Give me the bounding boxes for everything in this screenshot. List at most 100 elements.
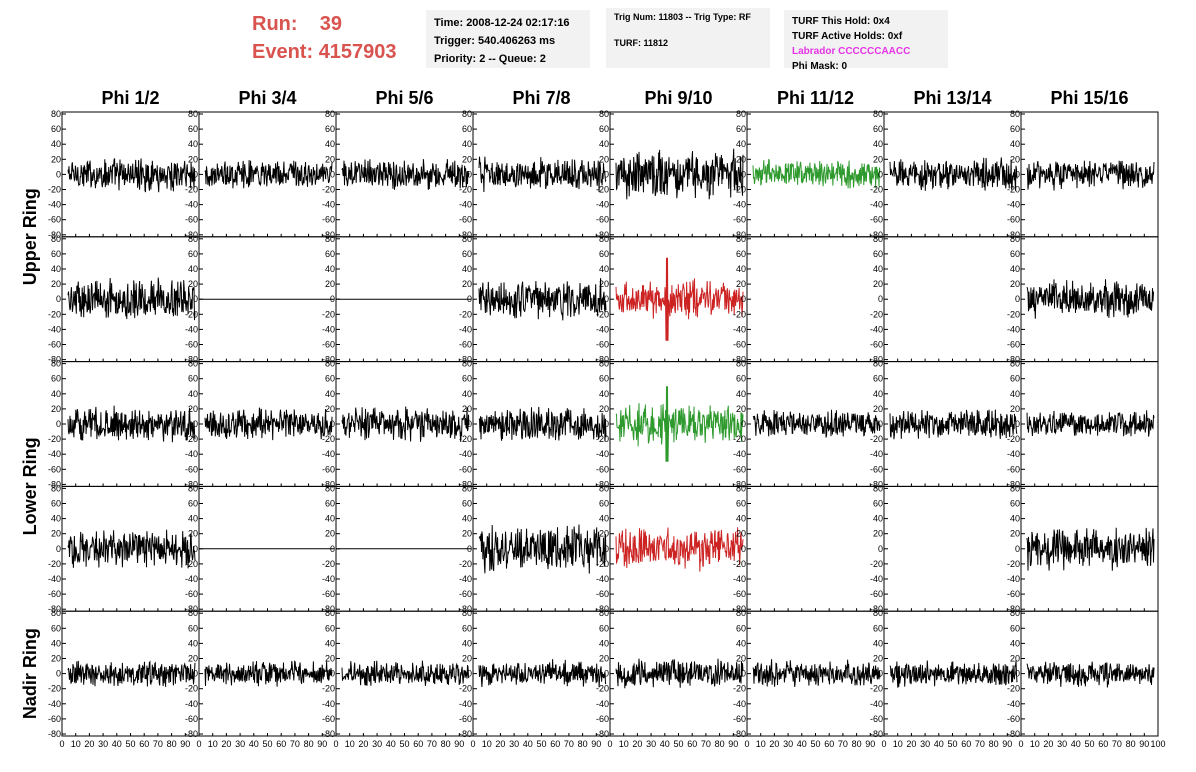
waveform-trace <box>1026 279 1155 319</box>
event-row: Event: 4157903 <box>252 38 397 66</box>
waveform-trace <box>204 660 333 687</box>
x-tick-label: 0 <box>333 739 338 749</box>
y-tick-label: -20 <box>48 559 61 569</box>
y-tick-label: -20 <box>1007 434 1020 444</box>
run-row: Run: 39 <box>252 10 397 38</box>
y-tick-label: 60 <box>1010 623 1020 633</box>
y-tick-label: -60 <box>596 714 609 724</box>
y-tick-label: 0 <box>330 169 335 179</box>
column-label: Phi 13/14 <box>913 88 991 108</box>
y-tick-label: 80 <box>873 109 883 119</box>
x-tick-label: 20 <box>632 739 642 749</box>
y-tick-label: 80 <box>1010 608 1020 618</box>
y-tick-label: -40 <box>185 200 198 210</box>
y-tick-label: 40 <box>1010 264 1020 274</box>
waveform-trace <box>1026 527 1155 571</box>
y-tick-label: 60 <box>462 374 472 384</box>
y-tick-label: 20 <box>51 279 61 289</box>
y-tick-label: 60 <box>51 623 61 633</box>
waveform-trace <box>889 409 1018 440</box>
x-tick-label: 70 <box>290 739 300 749</box>
waveform-trace <box>615 257 744 341</box>
y-tick-label: -60 <box>185 340 198 350</box>
x-tick-label: 10 <box>345 739 355 749</box>
y-tick-label: -80 <box>596 355 609 365</box>
y-tick-label: 0 <box>467 169 472 179</box>
y-tick-label: 20 <box>325 154 335 164</box>
y-tick-label: 20 <box>188 154 198 164</box>
y-tick-label: 60 <box>325 374 335 384</box>
turf-text: TURF: 11812 <box>614 38 669 48</box>
y-tick-label: 0 <box>878 419 883 429</box>
y-tick-label: 60 <box>736 249 746 259</box>
y-tick-label: -20 <box>185 684 198 694</box>
x-tick-label: 90 <box>454 739 464 749</box>
y-tick-label: -80 <box>733 355 746 365</box>
y-tick-label: 0 <box>56 669 61 679</box>
y-tick-label: 40 <box>325 389 335 399</box>
y-tick-label: -20 <box>596 434 609 444</box>
y-tick-label: 80 <box>51 234 61 244</box>
y-tick-label: 40 <box>51 264 61 274</box>
y-tick-label: -60 <box>322 714 335 724</box>
y-tick-label: -60 <box>1007 464 1020 474</box>
y-tick-label: 0 <box>878 544 883 554</box>
y-tick-label: 40 <box>188 514 198 524</box>
x-tick-label: 0 <box>470 739 475 749</box>
waveform-trace <box>341 159 470 190</box>
y-tick-label: 0 <box>193 419 198 429</box>
y-tick-label: 60 <box>188 249 198 259</box>
y-tick-label: 40 <box>599 514 609 524</box>
y-tick-label: 0 <box>604 544 609 554</box>
waveform-trace <box>615 148 744 200</box>
y-tick-label: 60 <box>873 623 883 633</box>
y-tick-label: -40 <box>1007 574 1020 584</box>
waveform-trace <box>1026 410 1155 437</box>
y-tick-label: 80 <box>51 608 61 618</box>
y-tick-label: 20 <box>51 529 61 539</box>
x-tick-label: 60 <box>413 739 423 749</box>
y-tick-label: 80 <box>736 608 746 618</box>
waveform-trace <box>752 659 881 687</box>
trigger-text: Trigger: 540.406263 ms <box>434 35 556 47</box>
event-value: 4157903 <box>318 41 397 63</box>
y-tick-label: 20 <box>188 404 198 414</box>
y-tick-label: 20 <box>736 404 746 414</box>
labrador-text: Labrador CCCCCCAACC <box>792 46 911 57</box>
y-tick-label: 0 <box>330 294 335 304</box>
y-tick-label: -60 <box>1007 589 1020 599</box>
y-tick-label: -20 <box>185 309 198 319</box>
y-tick-label: -40 <box>870 200 883 210</box>
y-tick-label: -80 <box>1007 230 1020 240</box>
x-tick-label: 70 <box>975 739 985 749</box>
y-tick-label: 20 <box>1010 654 1020 664</box>
y-tick-label: -40 <box>48 449 61 459</box>
y-tick-label: -60 <box>596 340 609 350</box>
x-tick-label: 30 <box>235 739 245 749</box>
y-tick-label: -20 <box>733 185 746 195</box>
y-tick-label: -20 <box>48 185 61 195</box>
y-tick-label: -60 <box>459 340 472 350</box>
ring-label: Nadir Ring <box>20 628 40 719</box>
waveform-trace <box>615 658 744 689</box>
y-tick-label: 0 <box>878 294 883 304</box>
y-tick-label: -60 <box>322 589 335 599</box>
y-tick-label: -20 <box>1007 559 1020 569</box>
y-tick-label: 40 <box>188 139 198 149</box>
y-tick-label: 0 <box>330 419 335 429</box>
y-tick-label: 60 <box>51 124 61 134</box>
y-tick-label: 20 <box>1010 529 1020 539</box>
y-tick-label: 0 <box>467 544 472 554</box>
y-tick-label: 0 <box>1015 419 1020 429</box>
y-tick-label: 0 <box>193 669 198 679</box>
y-tick-label: -20 <box>870 434 883 444</box>
y-tick-label: 60 <box>188 124 198 134</box>
ring-label: Lower Ring <box>20 437 40 535</box>
x-tick-label: 30 <box>783 739 793 749</box>
y-tick-label: 40 <box>462 139 472 149</box>
y-tick-label: -40 <box>322 324 335 334</box>
y-tick-label: -80 <box>48 729 61 739</box>
y-tick-label: 40 <box>188 638 198 648</box>
y-tick-label: -20 <box>185 185 198 195</box>
